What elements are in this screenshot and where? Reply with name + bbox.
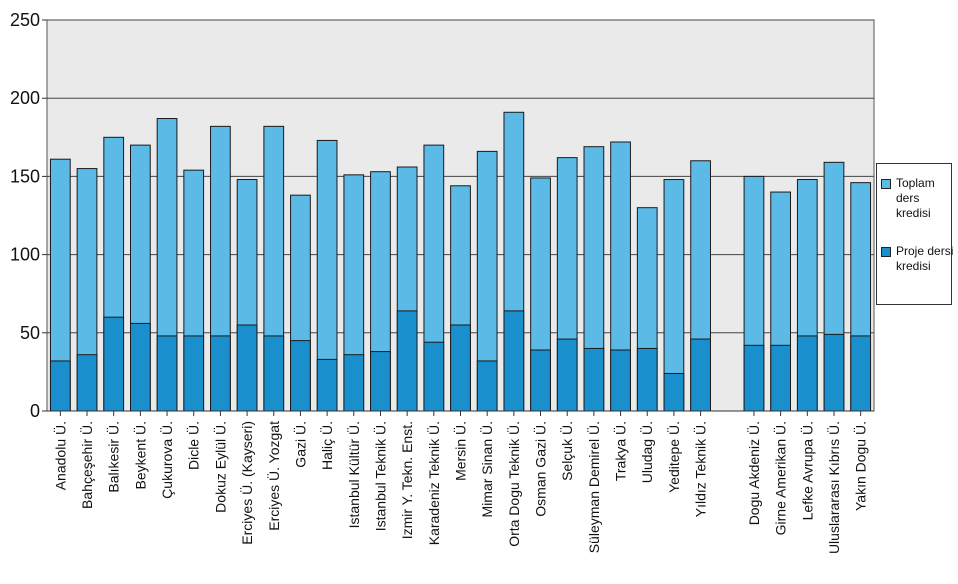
legend-label-total: Toplam ders kredisi (896, 176, 935, 220)
y-axis-ticks: 0 50 100 150 200 250 (10, 10, 47, 421)
bar-project (290, 340, 311, 412)
x-tick-label: Istanbul Teknik Ü. (371, 421, 388, 531)
bar-project (450, 324, 471, 412)
legend-swatch-project (881, 247, 891, 257)
bar-project (583, 347, 605, 412)
bar-project (210, 335, 231, 412)
x-tick-label: Anadolu Ü. (51, 421, 68, 490)
bar-project (236, 324, 258, 412)
bar-project (370, 351, 391, 412)
bar-project (770, 344, 791, 412)
bar-project (743, 344, 765, 412)
legend: Toplam ders kredisi Proje dersi kredisi (876, 163, 954, 305)
bar-project (610, 349, 631, 412)
bar-project (423, 341, 445, 412)
bar-project (636, 347, 658, 412)
bar-project (690, 338, 711, 412)
bar-project (396, 310, 418, 412)
legend-label-project: Proje dersi kredisi (896, 244, 954, 273)
bar-project (343, 354, 365, 412)
bar-project (49, 360, 71, 412)
bar-project (556, 338, 578, 412)
y-tick-label: 250 (10, 10, 40, 30)
x-tick-label: Gazi Ü. (291, 421, 308, 468)
bar-project (823, 333, 845, 412)
x-axis-ticks: Anadolu Ü. Bahçeşehir Ü. Balıkesir Ü. Beyke… (51, 411, 869, 554)
x-tick-label: Erciyes Ü. Yozgat (265, 421, 282, 531)
y-tick-label: 200 (10, 88, 40, 108)
bar-project (503, 310, 525, 412)
x-tick-label: Mersin Ü. (452, 421, 469, 481)
x-tick-label: Osman Gazi Ü. (532, 421, 549, 517)
bar-project (103, 316, 125, 412)
x-tick-label: Süleyman Demirel Ü. (585, 421, 602, 553)
x-tick-label: Orta Dogu Teknik Ü. (505, 421, 522, 547)
bars (49, 111, 872, 412)
x-tick-label: Dokuz Eylül Ü. (211, 421, 228, 513)
x-tick-label: Yıldız Teknik Ü. (692, 421, 709, 517)
bar-project (850, 335, 872, 412)
bar-project (663, 372, 685, 412)
bar-project (476, 360, 498, 412)
y-tick-label: 150 (10, 166, 40, 186)
x-tick-label: Uluslararası Kıbrıs Ü. (825, 421, 842, 554)
x-tick-label: Yeditepe Ü. (665, 421, 682, 493)
y-tick-label: 50 (20, 323, 40, 343)
x-tick-label: Uludag Ü. (638, 421, 655, 483)
bar-project (316, 358, 338, 412)
bar-project (796, 335, 818, 412)
x-tick-label: Selçuk Ü. (558, 421, 575, 481)
x-tick-label: Girne Amerikan Ü. (772, 421, 789, 535)
x-tick-label: Trakya Ü. (612, 421, 629, 481)
bar-project (156, 335, 178, 412)
x-tick-label: Çukurova Ü. (158, 421, 175, 499)
x-tick-label: Lefke Avrupa Ü. (798, 421, 815, 520)
bar-project (183, 335, 205, 412)
bar-project (530, 349, 551, 412)
bar-project (130, 322, 151, 412)
x-tick-label: Balıkesir Ü. (105, 421, 122, 493)
legend-swatch-total (881, 179, 891, 189)
y-tick-label: 100 (10, 245, 40, 265)
x-tick-label: Dogu Akdeniz Ü. (745, 421, 762, 525)
bar-project (263, 335, 285, 412)
x-tick-label: Istanbul Kültür Ü. (345, 421, 362, 528)
x-tick-label: Karadeniz Teknik Ü. (425, 421, 442, 545)
x-tick-label: Bahçeşehir Ü. (78, 421, 95, 509)
y-tick-label: 0 (30, 401, 40, 421)
x-tick-label: Mimar Sinan Ü. (478, 421, 495, 517)
x-tick-label: Beykent Ü. (131, 421, 148, 489)
bar-project (76, 354, 98, 412)
x-tick-label: Haliç Ü. (318, 421, 335, 470)
x-tick-label: Izmir Y. Tekn. Enst. (399, 421, 415, 539)
x-tick-label: Dicle Ü. (185, 421, 202, 470)
x-tick-label: Erciyes Ü. (Kayseri) (238, 421, 255, 545)
x-tick-label: Yakın Dogu Ü. (852, 421, 869, 511)
